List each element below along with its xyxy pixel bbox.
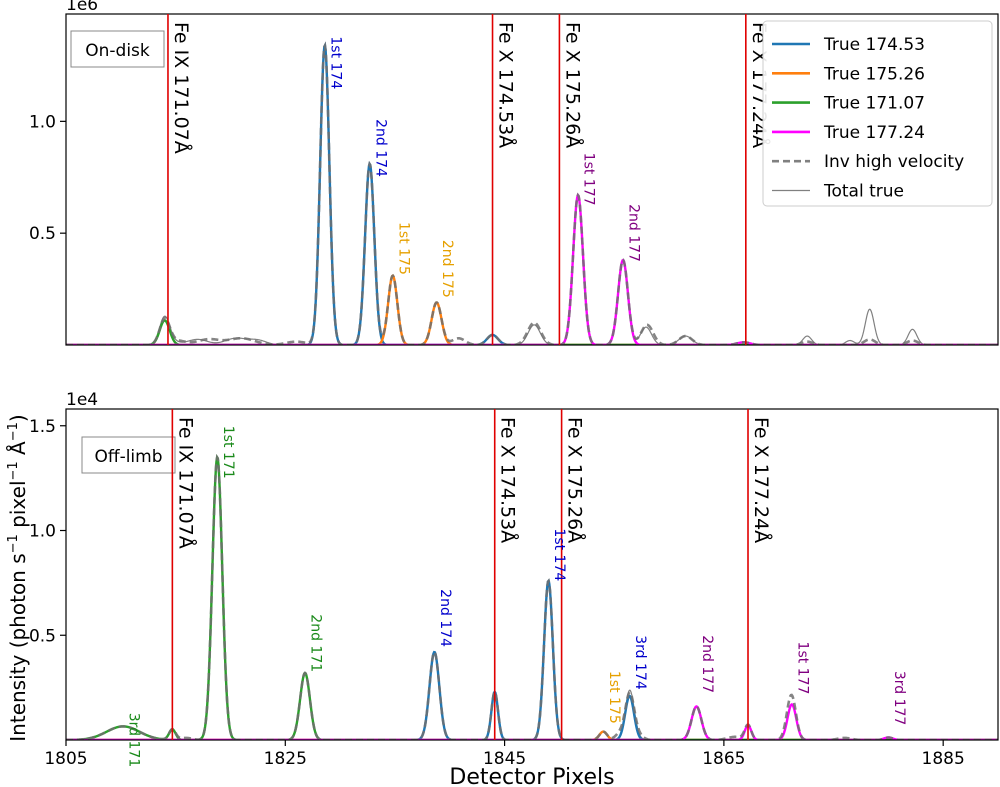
y-tick-label: 1.0 [29,522,56,542]
peak-annotation: 1st 174 [551,528,567,581]
panel-off-limb-frame [65,408,999,741]
peak-annotation: 2nd 174 [437,589,453,647]
series-inv-high-velocity [66,41,998,345]
y-tick-label: 1.5 [29,417,56,437]
peak-annotation: 2nd 174 [372,119,388,177]
peak-annotation: 3rd 174 [632,635,648,690]
legend-label: True 171.07 [823,94,925,114]
peak-annotation: 2nd 177 [699,635,715,693]
y-tick-label: 0.5 [29,626,56,646]
peak-annotation: 1st 171 [220,426,236,479]
x-tick-label: 1865 [702,749,745,769]
plot-area-0 [66,41,998,345]
x-axis-label: Detector Pixels [449,765,614,787]
series-true-175-26 [66,274,998,345]
series-total-true [66,455,998,740]
peak-annotation: 3rd 171 [126,713,142,767]
series-true-171-07 [66,454,998,740]
peak-annotation: 2nd 175 [439,240,455,298]
legend-label: True 174.53 [823,35,925,55]
ref-line-label: Fe X 177.24Å [750,417,773,543]
legend: True 174.53 True 175.26 True 171.07 True 17… [762,20,993,207]
ref-line-label: Fe X 174.53Å [495,22,518,148]
peak-annotation: 1st 175 [395,222,411,275]
x-tick-label: 1885 [922,749,965,769]
ref-line-label: Fe IX 171.07Å [170,22,193,154]
y-axis-label: Intensity (photon s−1 pixel−1 Å−1) [6,414,30,741]
offset-text-top: 1e6 [66,0,98,15]
offset-text-bottom: 1e4 [66,390,98,410]
peak-annotation: 1st 174 [327,36,343,89]
series-true-177-24 [66,192,998,345]
peak-annotation: 1st 177 [794,642,810,695]
peak-annotation: 3rd 177 [891,671,907,725]
y-tick-label: 1.0 [29,112,56,132]
peak-annotation: 1st 175 [606,671,622,724]
panel-on-disk-frame [65,13,999,346]
legend-label: Total true [823,182,904,202]
panel-label-off-limb-box: Off-limb [81,436,176,474]
x-tick-label: 1845 [483,749,526,769]
ref-line-label: Fe X 175.26Å [561,22,584,148]
plot-area-1 [66,453,998,740]
legend-label: Inv high velocity [824,152,964,172]
legend-frame [762,20,993,207]
panel-label-on-disk: On-disk [85,41,150,61]
ref-line-label: Fe X 175.26Å [564,417,587,543]
x-tick-label: 1805 [44,749,87,769]
ref-line-label: Fe X 174.53Å [497,417,520,543]
ref-line-label: Fe IX 171.07Å [174,417,197,549]
y-tick-label: 0.5 [29,224,56,244]
legend-label: True 177.24 [823,123,925,143]
peak-annotation: 1st 177 [581,153,597,206]
peak-annotation: 2nd 177 [626,204,642,262]
panel-label-off-limb: Off-limb [94,447,162,467]
series-inv-high-velocity [66,453,998,740]
panel-label-on-disk-box: On-disk [70,30,165,68]
peak-annotation: 2nd 171 [308,614,324,672]
legend-label: True 175.26 [823,64,925,84]
x-tick-label: 1825 [264,749,307,769]
panel-off-limb: 1e4 Off-limb 0.5 1.0 1.5 1805 1825 1845 1865 18… [29,390,999,769]
